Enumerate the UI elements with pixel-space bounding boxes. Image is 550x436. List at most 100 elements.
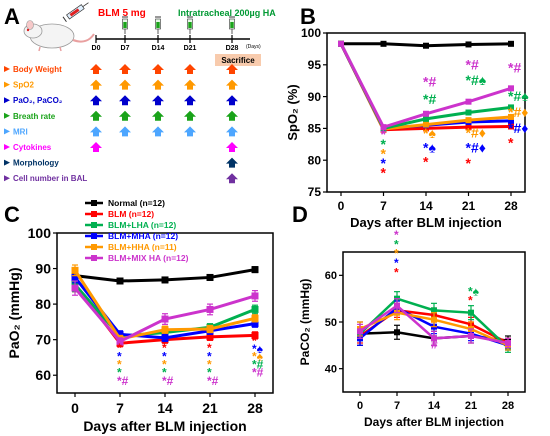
significance-marker: *♠ — [252, 350, 264, 364]
data-point — [206, 273, 214, 281]
legend-label: Normal (n=12) — [108, 198, 165, 208]
up-arrow-icon — [226, 79, 238, 90]
x-tick-label: 28 — [247, 400, 263, 416]
significance-marker: * — [117, 366, 122, 380]
series-group — [338, 40, 514, 131]
timeline-day-label: D7 — [121, 45, 130, 52]
y-tick-label: 50 — [325, 317, 337, 329]
data-point — [394, 302, 400, 309]
y-tick-label: 80 — [308, 153, 322, 167]
x-tick-label: 7 — [380, 199, 387, 213]
y-tick-label: 100 — [28, 225, 52, 241]
significance-marker: *# — [508, 59, 521, 75]
series-group — [357, 298, 511, 349]
legend-row-label: Morphology — [13, 159, 59, 168]
up-arrow-icon — [90, 110, 102, 121]
data-point — [423, 115, 429, 122]
significance-marker: *# — [466, 56, 479, 72]
x-tick-label: 14 — [419, 199, 433, 213]
syringe-fluid — [230, 22, 234, 28]
legend-bullet-icon — [4, 112, 10, 119]
up-arrow-icon — [184, 64, 196, 74]
up-arrow-icon — [152, 95, 164, 106]
up-arrow-icon — [226, 157, 238, 168]
syringe-fluid — [156, 22, 160, 28]
significance-marker: *#♦ — [508, 120, 528, 136]
legend-row-label: Cytokines — [13, 143, 52, 152]
measurement-legend: Body Weight SpO2 PaO₂, PaCO₂ Breath rate MRI… — [4, 64, 238, 184]
timeline-day-label: D14 — [152, 45, 165, 52]
data-point — [431, 316, 437, 323]
significance-marker: * — [207, 349, 212, 363]
legend-row: PaO₂, PaCO₂ — [4, 95, 238, 106]
significance-marker: * — [381, 145, 387, 161]
x-tick-label: 21 — [465, 400, 477, 412]
data-point — [251, 266, 259, 274]
legend-swatch-marker — [91, 200, 97, 206]
chart-series — [357, 291, 511, 353]
up-arrow-icon — [184, 110, 196, 121]
significance-marker: *# — [423, 73, 436, 89]
significance-marker: *♠ — [252, 342, 264, 356]
data-point — [116, 337, 124, 345]
data-point — [465, 117, 472, 124]
legend-row: Cytokines — [4, 142, 238, 152]
legend-label: BLM+HHA (n=11) — [108, 242, 177, 252]
panel-letter-d: D — [292, 202, 308, 227]
timeline-day-label: D21 — [184, 45, 197, 52]
x-tick-label: 0 — [357, 400, 363, 412]
up-arrow-icon — [226, 126, 238, 137]
up-arrow-icon — [90, 126, 102, 137]
significance-marker: * — [207, 357, 212, 371]
data-point — [251, 292, 259, 300]
up-arrow-icon — [184, 79, 196, 90]
legend-label: BLM+MHA (n=12) — [108, 231, 178, 241]
significance-marker: * — [162, 357, 167, 371]
legend-row-label: Breath rate — [13, 112, 56, 121]
data-point — [161, 315, 169, 323]
x-tick-label: 28 — [504, 199, 518, 213]
data-point — [465, 98, 472, 105]
data-point — [431, 307, 437, 314]
data-point — [71, 284, 79, 292]
up-arrow-icon — [226, 64, 238, 74]
legend-row-label: Body Weight — [13, 65, 62, 74]
data-point — [423, 110, 429, 117]
data-point — [465, 41, 472, 48]
significance-marker: * — [466, 155, 472, 171]
syringe-icon — [122, 16, 128, 34]
panel-letter-a: A — [4, 4, 20, 29]
legend-bullet-icon — [4, 159, 10, 166]
up-arrow-icon — [152, 110, 164, 121]
significance-marker: * — [394, 228, 399, 242]
blm-dose-label: BLM 5 mg — [98, 8, 146, 19]
legend-swatch-marker — [91, 244, 97, 250]
significance-marker: * — [207, 366, 212, 380]
significance-marker: * — [117, 357, 122, 371]
data-point — [116, 330, 124, 338]
legend-bullet-icon — [4, 81, 10, 88]
x-tick-label: 0 — [338, 199, 345, 213]
data-point — [71, 266, 79, 274]
significance-marker: *# — [252, 365, 264, 379]
y-tick-label: 60 — [325, 270, 337, 282]
up-arrow-icon — [90, 79, 102, 90]
x-axis-label: Days after BLM injection — [364, 415, 504, 429]
data-point — [508, 113, 514, 120]
x-tick-label: 28 — [502, 400, 514, 412]
significance-marker: * — [381, 136, 387, 152]
x-axis-label: Days after BLM injection — [350, 215, 502, 230]
sacrifice-label: Sacrifice — [221, 56, 255, 65]
data-point — [338, 40, 344, 47]
legend-swatch-marker — [91, 255, 97, 261]
significance-marker: *# — [423, 91, 436, 107]
data-point — [161, 276, 169, 284]
up-arrow-icon — [152, 64, 164, 74]
syringe-icon — [155, 16, 161, 34]
y-tick-label: 80 — [35, 296, 51, 312]
significance-marker: * — [394, 256, 399, 270]
x-tick-label: 21 — [202, 400, 218, 416]
